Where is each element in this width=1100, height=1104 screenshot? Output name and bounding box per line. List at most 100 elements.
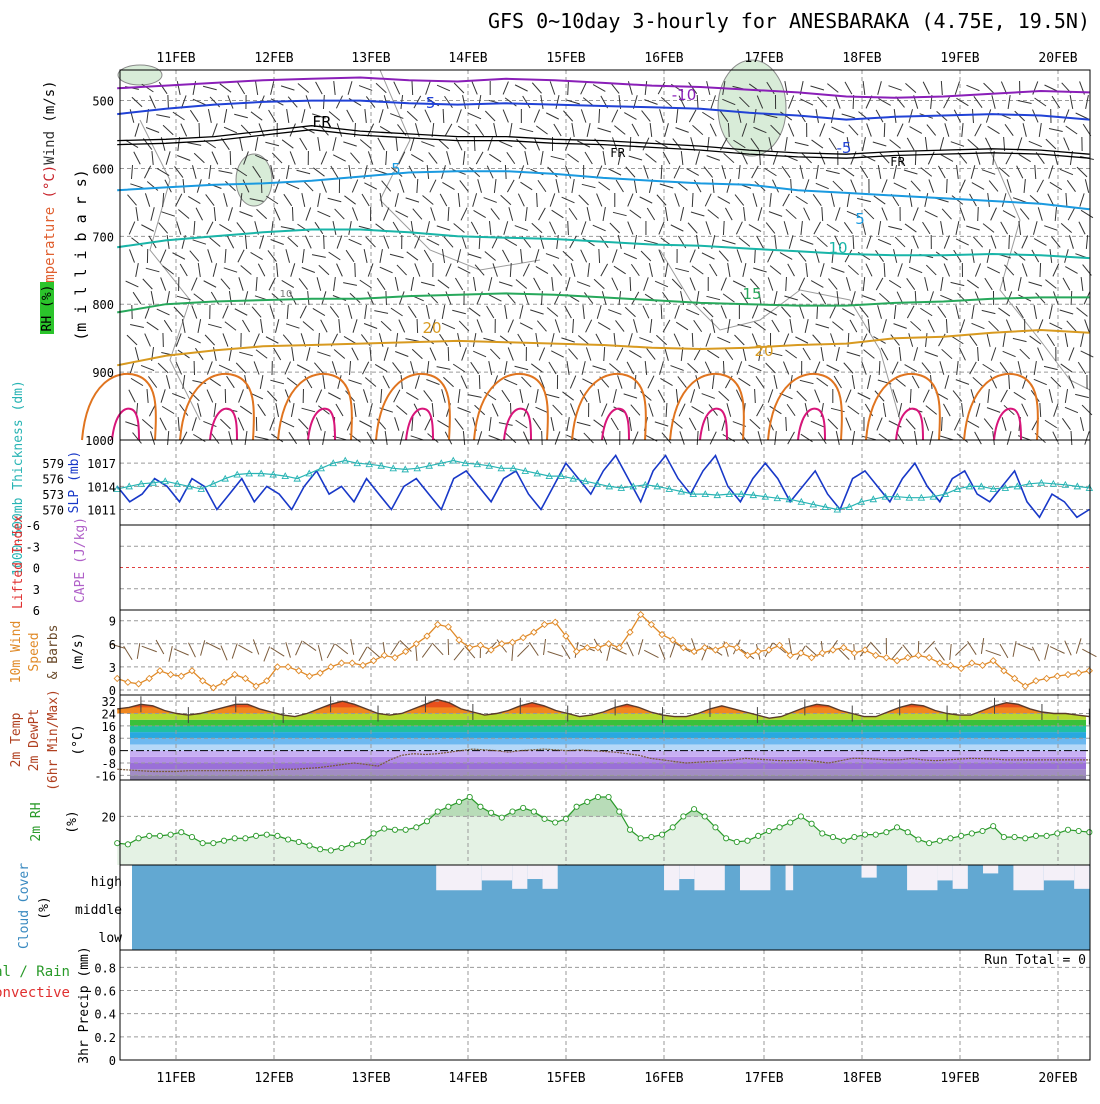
wind-barb [659, 222, 664, 235]
wind-barb [978, 207, 979, 221]
wind-barb [256, 350, 267, 358]
wind-barb [412, 81, 413, 95]
wind-barb [1030, 336, 1041, 344]
wind-barb [177, 81, 180, 95]
wind-barb [492, 404, 498, 417]
wind-barb [520, 128, 534, 131]
wind-barb [348, 81, 352, 94]
wind-barb [321, 179, 326, 192]
wind-barb [1081, 333, 1084, 347]
wind-barb [1038, 348, 1043, 361]
wind-barb [676, 109, 677, 123]
wind-barb [238, 645, 252, 653]
wind-barb [878, 165, 880, 179]
wind-barb [178, 209, 189, 218]
wind-barb [362, 194, 369, 206]
wind-barb [960, 319, 964, 332]
wind-barb [156, 115, 170, 118]
wind-barb [491, 208, 500, 219]
wind-barb [647, 348, 656, 359]
wind-barb [415, 375, 419, 388]
wind-barb [1013, 338, 1027, 341]
wind-barb [795, 337, 808, 343]
wind-barb [613, 212, 627, 215]
wind-barb [349, 98, 361, 105]
wind-barb [188, 337, 201, 343]
wind-barb [352, 348, 358, 360]
cloud-gap [1074, 865, 1089, 889]
wind10m-panel [110, 610, 1097, 695]
wind-barb [688, 363, 698, 372]
wind-barb [239, 211, 252, 216]
wind-barb [791, 179, 792, 193]
wind-barb [1008, 95, 1010, 109]
wind-barb [306, 207, 311, 220]
wind-barb [287, 109, 289, 123]
date-label-top: 18FEB [842, 51, 881, 66]
date-label-top: 12FEB [254, 51, 293, 66]
wind-barb [773, 151, 777, 164]
wind-barb [162, 406, 174, 413]
wind-barb [679, 404, 685, 417]
wind-barb [665, 263, 667, 277]
wind-barb [913, 236, 918, 249]
wind-barb [1085, 431, 1089, 444]
wind-barb [817, 378, 828, 386]
wind-barb [890, 140, 901, 149]
contour-label: FR [610, 146, 625, 160]
wind-barb [1003, 277, 1005, 291]
rh-marker [489, 810, 494, 815]
wind-barb [967, 280, 978, 288]
wind-speed-marker [584, 645, 590, 651]
wind-barb [923, 390, 929, 403]
wind-barb [876, 278, 883, 290]
wind-barb [966, 226, 979, 230]
date-label-top: 20FEB [1038, 51, 1077, 66]
wind-barb [613, 389, 616, 403]
rh-marker [809, 821, 814, 826]
rh-marker [1076, 828, 1081, 833]
wind-barb [1022, 404, 1028, 417]
wind-barb [380, 267, 393, 273]
wind-barb [1035, 165, 1036, 179]
wind-barb [520, 323, 532, 329]
wind-barb [359, 421, 371, 427]
wind-barb [956, 221, 959, 235]
wind-barb [609, 169, 622, 175]
wind-barb [132, 97, 142, 107]
wind-barb [942, 209, 951, 219]
wind-barb [405, 339, 419, 342]
wind-barb [608, 310, 621, 315]
wind-barb [579, 195, 589, 205]
wind-barb [208, 249, 212, 262]
wind-barb [735, 195, 744, 206]
wind-barb [819, 292, 826, 304]
wind-barb [962, 123, 963, 137]
wind-barb [691, 137, 695, 150]
wind-barb [461, 208, 467, 221]
wind-barb [458, 407, 471, 412]
wind-barb [395, 417, 399, 430]
wind-barb [563, 111, 572, 122]
wind-barb [517, 645, 528, 656]
rh-marker [959, 833, 964, 838]
wind-barb [811, 281, 823, 288]
wind-barb [287, 378, 298, 386]
wind-barb [863, 155, 876, 161]
wind-barb [230, 151, 231, 165]
contour-label: 5 [855, 210, 865, 228]
temperature-isoline-30 [308, 409, 335, 440]
contour-label: 20 [754, 342, 773, 360]
wind-barb [327, 644, 334, 658]
wind-barb [1034, 379, 1047, 384]
wind-barb [737, 361, 742, 374]
wind-barb [864, 350, 875, 359]
wind-barb [386, 151, 387, 165]
wind-barb [290, 124, 295, 137]
rh-marker [649, 834, 654, 839]
cloud-gap [1013, 865, 1043, 890]
chart-title: GFS 0~10day 3-hourly for ANESBARAKA (4.7… [488, 9, 1090, 33]
wind-barb [291, 263, 295, 276]
wind-barb [1049, 305, 1052, 319]
